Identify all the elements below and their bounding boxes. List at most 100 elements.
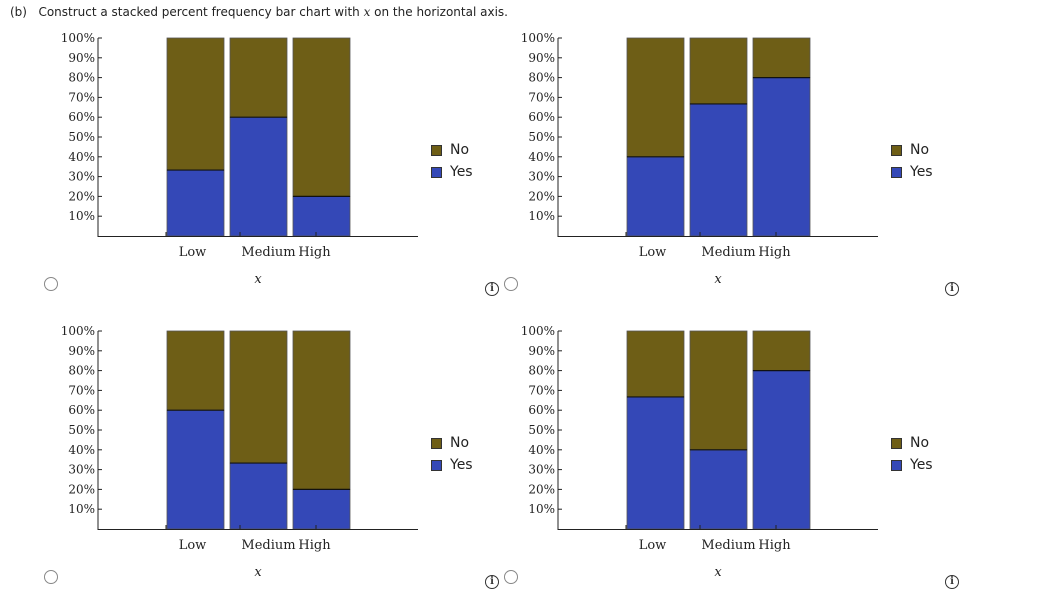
question-text: Construct a stacked percent frequency ba… — [38, 5, 364, 19]
bar-no-high — [752, 37, 811, 78]
bar-no-medium — [229, 37, 288, 118]
bar-yes-medium — [689, 103, 748, 237]
answer-option-3: Low Medium High 10% 20% 30% 40% 50% 60% 70% 80% 90%… — [0, 293, 520, 589]
bar-no-medium — [689, 37, 748, 105]
legend-label: No — [910, 435, 930, 451]
bar-yes-high — [292, 488, 351, 530]
bar-yes-low — [166, 169, 225, 237]
stacked-bar-chart: Low Medium High 10% 20% 30% 40% 50% 60% 70% 80% 90%… — [61, 324, 418, 580]
x-tick-label: Low — [179, 538, 207, 553]
legend-label: Yes — [450, 457, 473, 473]
y-tick-label: 40% — [528, 443, 555, 457]
legend-swatch — [891, 144, 902, 156]
y-tick-label: 50% — [68, 130, 95, 144]
legend-item: No — [431, 139, 473, 161]
x-tick-label: Medium — [241, 245, 295, 260]
bar-yes-high — [752, 370, 811, 530]
y-tick-label: 10% — [68, 209, 95, 223]
answer-radio[interactable] — [504, 570, 518, 584]
y-tick-label: 40% — [68, 443, 95, 457]
y-tick-label: 30% — [68, 170, 95, 184]
question-text-end: on the horizontal axis. — [370, 5, 508, 19]
bar-yes-medium — [229, 116, 288, 237]
x-tick-label: High — [298, 538, 331, 553]
legend-swatch — [431, 144, 442, 156]
y-tick-label: 70% — [528, 383, 555, 397]
x-tick-label: High — [758, 245, 791, 260]
bar-no-medium — [689, 330, 748, 451]
question-variable: x — [363, 5, 371, 19]
legend-label: No — [450, 142, 470, 158]
info-icon[interactable]: i — [485, 575, 499, 589]
y-tick-label: 80% — [528, 364, 555, 378]
y-tick-label: 40% — [528, 150, 555, 164]
legend: No Yes — [891, 139, 933, 183]
bar-no-low — [166, 330, 225, 411]
y-tick-label: 20% — [68, 482, 95, 496]
bar-yes-medium — [229, 462, 288, 530]
y-tick-label: 40% — [68, 150, 95, 164]
x-tick-label: High — [298, 245, 331, 260]
bar-no-high — [292, 330, 351, 490]
legend-item: No — [431, 432, 473, 454]
y-tick-label: 30% — [528, 170, 555, 184]
answer-radio[interactable] — [504, 277, 518, 291]
legend-label: Yes — [910, 457, 933, 473]
answer-radio[interactable] — [44, 277, 58, 291]
legend-swatch — [431, 166, 442, 178]
x-tick-label: High — [758, 538, 791, 553]
y-tick-label: 90% — [528, 51, 555, 65]
y-tick-label: 90% — [528, 344, 555, 358]
y-tick-label: 20% — [528, 189, 555, 203]
x-axis-label: x — [254, 565, 262, 580]
x-tick-label: Medium — [241, 538, 295, 553]
answer-option-2: Low Medium High 10% 20% 30% 40% 50% 60% 70% 80% 90%… — [460, 0, 980, 296]
legend-label: Yes — [910, 164, 933, 180]
bar-yes-low — [626, 396, 685, 530]
y-tick-label: 80% — [68, 71, 95, 85]
bar-yes-low — [626, 156, 685, 237]
y-tick-label: 100% — [61, 31, 95, 45]
y-tick-label: 20% — [528, 482, 555, 496]
legend-item: Yes — [431, 454, 473, 476]
info-icon[interactable]: i — [945, 282, 959, 296]
y-tick-label: 80% — [528, 71, 555, 85]
y-tick-label: 60% — [68, 403, 95, 417]
y-tick-label: 10% — [528, 502, 555, 516]
stacked-bar-chart: Low Medium High 10% 20% 30% 40% 50% 60% 70% 80% 90%… — [521, 324, 878, 580]
y-tick-label: 30% — [528, 463, 555, 477]
x-axis-label: x — [714, 565, 722, 580]
bar-no-high — [292, 37, 351, 197]
x-axis-label: x — [714, 272, 722, 287]
x-tick-label: Low — [179, 245, 207, 260]
y-tick-label: 100% — [521, 324, 555, 338]
info-icon[interactable]: i — [945, 575, 959, 589]
bar-no-high — [752, 330, 811, 371]
y-tick-label: 50% — [528, 423, 555, 437]
x-tick-label: Medium — [701, 538, 755, 553]
legend-swatch — [431, 437, 442, 449]
answer-option-1: Low Medium High 10% 20% 30% 40% 50% 60% 70% 80% 90%… — [0, 0, 520, 296]
y-tick-label: 100% — [521, 31, 555, 45]
info-icon[interactable]: i — [485, 282, 499, 296]
answer-option-4: Low Medium High 10% 20% 30% 40% 50% 60% 70% 80% 90%… — [460, 293, 980, 589]
legend-item: Yes — [891, 161, 933, 183]
y-tick-label: 10% — [528, 209, 555, 223]
legend-swatch — [891, 459, 902, 471]
y-tick-label: 90% — [68, 344, 95, 358]
answer-radio[interactable] — [44, 570, 58, 584]
y-tick-label: 60% — [528, 110, 555, 124]
x-tick-label: Low — [639, 245, 667, 260]
legend-swatch — [431, 459, 442, 471]
y-tick-label: 100% — [61, 324, 95, 338]
legend-item: Yes — [891, 454, 933, 476]
y-tick-label: 60% — [528, 403, 555, 417]
stacked-bar-chart: Low Medium High 10% 20% 30% 40% 50% 60% 70% 80% 90%… — [61, 31, 418, 287]
legend-swatch — [891, 437, 902, 449]
bar-no-low — [166, 37, 225, 171]
y-tick-label: 30% — [68, 463, 95, 477]
y-tick-label: 20% — [68, 189, 95, 203]
bar-yes-high — [752, 77, 811, 237]
y-tick-label: 80% — [68, 364, 95, 378]
legend-swatch — [891, 166, 902, 178]
